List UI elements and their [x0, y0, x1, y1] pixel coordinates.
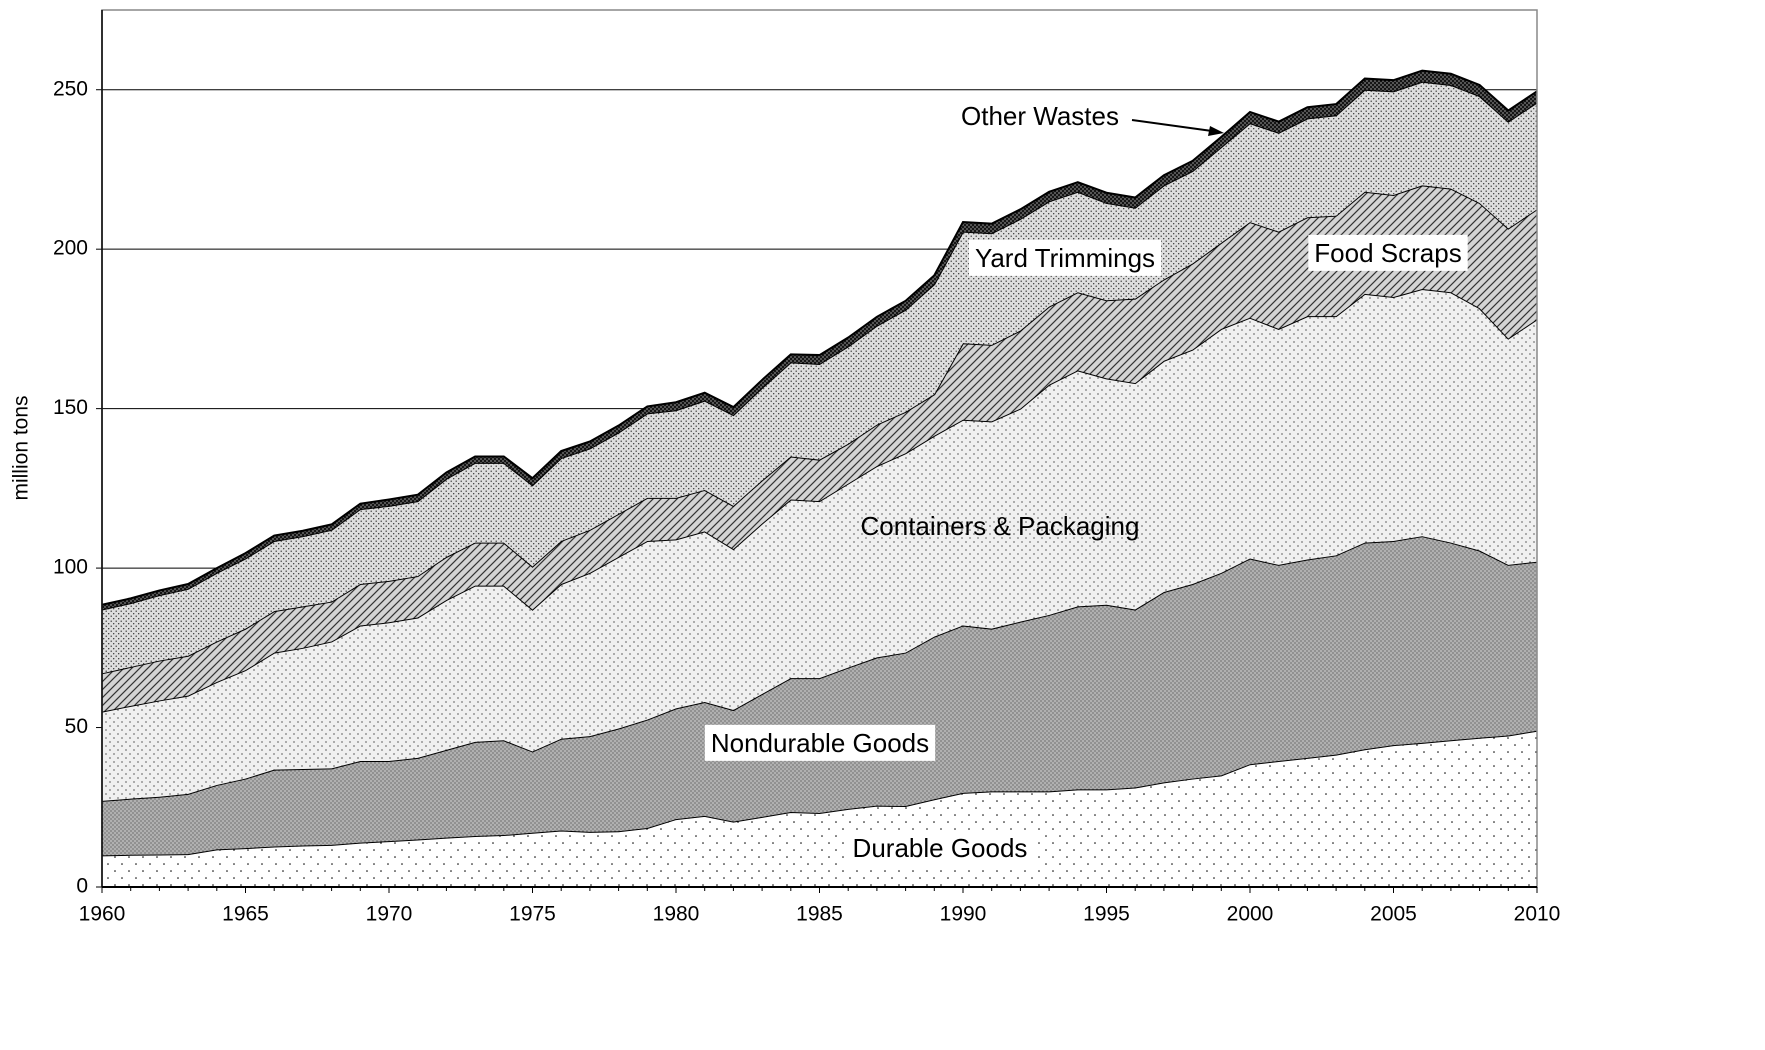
y-tick-label: 150	[53, 396, 88, 419]
x-tick-label: 2005	[1370, 903, 1417, 926]
annotation-arrow	[1131, 119, 1213, 132]
y-tick-label: 200	[53, 237, 88, 260]
area	[102, 81, 1537, 674]
y-tick-label: 50	[65, 715, 88, 738]
series-label: Other Wastes	[961, 101, 1119, 131]
label-box	[846, 829, 1034, 866]
x-tick-label: 1965	[222, 903, 269, 926]
series-label: Durable Goods	[853, 833, 1028, 863]
x-tick-label: 2010	[1514, 903, 1561, 926]
arrow-head	[1208, 126, 1224, 136]
area	[102, 536, 1537, 856]
series-label: Yard Trimmings	[975, 243, 1155, 273]
area	[102, 70, 1537, 610]
area	[102, 289, 1537, 801]
label-box	[704, 724, 936, 761]
x-tick-label: 1980	[653, 903, 700, 926]
label-box	[955, 97, 1125, 134]
y-axis-label: million tons	[10, 395, 33, 500]
y-tick-label: 250	[53, 77, 88, 100]
series-label: Nondurable Goods	[711, 728, 929, 758]
series-label: Food Scraps	[1314, 238, 1461, 268]
x-tick-label: 1995	[1083, 903, 1130, 926]
x-tick-label: 1975	[509, 903, 556, 926]
label-box	[1308, 234, 1468, 271]
area-edge	[101, 69, 1538, 606]
x-tick-label: 1970	[366, 903, 413, 926]
area	[102, 730, 1537, 887]
series-label: Containers & Packaging	[861, 511, 1140, 541]
label-box	[968, 239, 1162, 276]
y-tick-label: 0	[76, 875, 88, 898]
x-tick-label: 1985	[796, 903, 843, 926]
x-tick-label: 1960	[79, 903, 126, 926]
y-tick-label: 100	[53, 556, 88, 579]
x-tick-label: 2000	[1227, 903, 1274, 926]
area	[102, 185, 1537, 712]
x-tick-label: 1990	[940, 903, 987, 926]
